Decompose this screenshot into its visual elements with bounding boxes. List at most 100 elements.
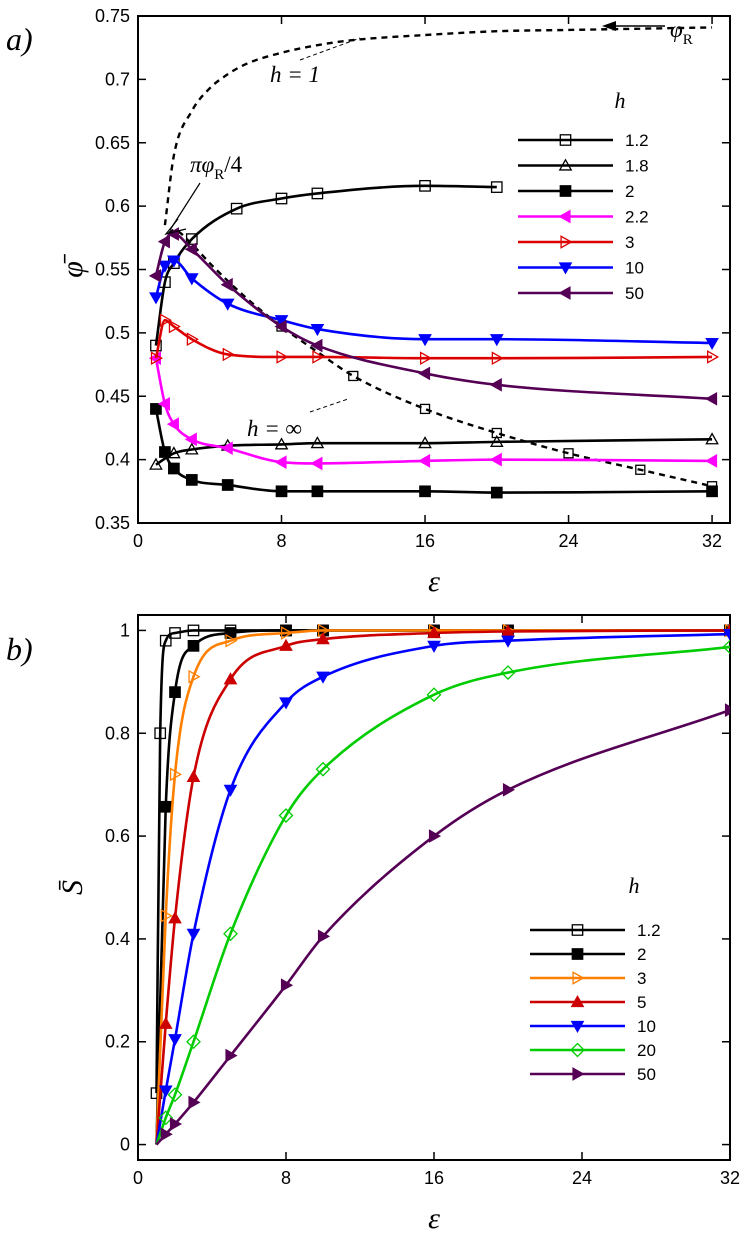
legend-marker-h-2.2: [558, 209, 571, 224]
x-axis-label: ε: [428, 1202, 440, 1235]
data-point-h-3: [169, 767, 183, 782]
legend-label-h-2: 2: [637, 945, 646, 964]
phi-r-symbol: φ: [670, 17, 683, 42]
data-point-h-50: [317, 929, 331, 944]
h-inf-label: h = ∞: [247, 416, 302, 441]
pi-phi-r-subscript: R: [214, 167, 224, 183]
legend-marker-h-50: [572, 1067, 585, 1081]
data-point-h-50: [220, 277, 233, 292]
data-point-h-50: [724, 703, 730, 717]
data-point-h-1.2: [275, 192, 288, 205]
data-point-h-50: [160, 1127, 173, 1142]
data-point-h-2: [185, 474, 198, 486]
data-point-h-50: [188, 1095, 201, 1110]
data-point-h-10: [149, 292, 163, 305]
x-tick-label: 32: [720, 1168, 740, 1188]
y-tick-label: 1: [120, 620, 130, 640]
legend-label-h-3: 3: [637, 969, 646, 988]
y-tick-label: 0.75: [95, 6, 130, 26]
x-tick-label: 16: [415, 531, 435, 551]
legend-marker-h-2: [559, 185, 572, 197]
data-point-h-10: [220, 298, 235, 311]
data-point-h-2: [168, 462, 180, 475]
legend-marker-h-50: [558, 286, 571, 300]
legend-label-h-5: 5: [637, 993, 646, 1012]
y-axis-label: φ̄: [56, 253, 89, 278]
plot-area: [148, 26, 720, 499]
data-point-h-10: [158, 260, 172, 273]
data-point-h-10: [418, 334, 432, 347]
data-point-h-20: [278, 808, 294, 823]
legend: h 1.2 2 3 5 10 20 50: [530, 873, 661, 1084]
data-point-h-5: [316, 632, 330, 645]
data-point-h-10: [223, 784, 238, 797]
h-one-label: h = 1: [270, 62, 320, 87]
data-point-h-2: [419, 485, 431, 498]
y-tick-label: 0.2: [105, 1032, 130, 1052]
data-point-h-20: [167, 1087, 183, 1103]
data-point-h-2: [159, 800, 172, 813]
series-line-h-1.2: [154, 184, 497, 346]
x-tick-label: 24: [559, 531, 579, 551]
legend-label-h-50: 50: [637, 1065, 656, 1084]
data-point-h-1.8: [184, 442, 199, 455]
legend-label-h-1.8: 1.8: [625, 157, 649, 176]
data-point-h-50: [169, 1117, 183, 1131]
data-point-h-50: [310, 338, 323, 353]
legend-label-h-20: 20: [637, 1041, 656, 1060]
panel-label: a): [6, 21, 33, 57]
data-point-h-50: [225, 1048, 238, 1063]
x-tick-label: 0: [133, 531, 143, 551]
data-point-h-3: [159, 313, 172, 328]
data-point-h-1.8: [310, 436, 325, 449]
legend-title: h: [615, 88, 626, 113]
data-point-h-2.2: [417, 454, 431, 468]
series-line-h-5: [155, 629, 730, 1145]
data-point-h-3: [168, 319, 181, 334]
legend-marker-h-1.2: [571, 924, 584, 936]
data-point-h-20: [186, 1034, 201, 1050]
data-point-h-1.2: [490, 181, 503, 193]
data-point-h-20: [315, 761, 331, 777]
legend-marker-h-1.2: [559, 134, 572, 146]
data-point-h-2: [706, 485, 718, 498]
x-tick-label: 24: [572, 1168, 592, 1188]
data-point-h-3: [225, 633, 238, 648]
data-point-h-50: [428, 829, 442, 843]
data-point-h-10: [158, 1085, 173, 1098]
legend-label-h-1.2: 1.2: [637, 921, 661, 940]
data-point-h-1.8: [274, 437, 289, 450]
data-point-h-1.2: [185, 233, 198, 245]
annotations: φRh = 1h = ∞πφR/4: [164, 17, 693, 441]
data-point-h-2: [159, 446, 171, 458]
legend-marker-h-10: [570, 1020, 585, 1034]
data-point-h-10: [167, 255, 181, 268]
legend-marker-h-2: [571, 948, 584, 960]
data-point-h-3: [312, 350, 325, 364]
reference-curve-h-one: [163, 26, 713, 226]
data-point-h-5: [279, 638, 293, 651]
data-point-h-3: [186, 332, 199, 347]
legend-label-h-2.2: 2.2: [625, 208, 649, 227]
legend-label-h-10: 10: [625, 259, 644, 278]
data-point-h-2: [311, 485, 324, 498]
y-tick-label: 0.7: [105, 69, 130, 89]
data-point-h-10: [705, 337, 719, 351]
data-point-h-2.2: [184, 432, 197, 447]
data-point-h-20: [426, 687, 442, 703]
data-point-h-50: [148, 269, 162, 283]
data-point-h-2: [490, 486, 503, 499]
data-point-h-10: [310, 324, 325, 337]
data-point-h-3: [280, 626, 294, 640]
reference-point: [348, 370, 359, 382]
x-tick-label: 16: [424, 1168, 444, 1188]
data-point-h-5: [427, 625, 441, 639]
h-one-leader: [299, 37, 361, 61]
data-point-h-50: [489, 378, 502, 392]
legend-label-h-3: 3: [625, 233, 634, 252]
y-tick-label: 0.65: [95, 133, 130, 153]
data-point-h-5: [168, 911, 182, 924]
data-point-h-50: [705, 391, 718, 406]
legend-marker-h-1.8: [558, 158, 573, 171]
data-point-h-10: [316, 671, 330, 684]
